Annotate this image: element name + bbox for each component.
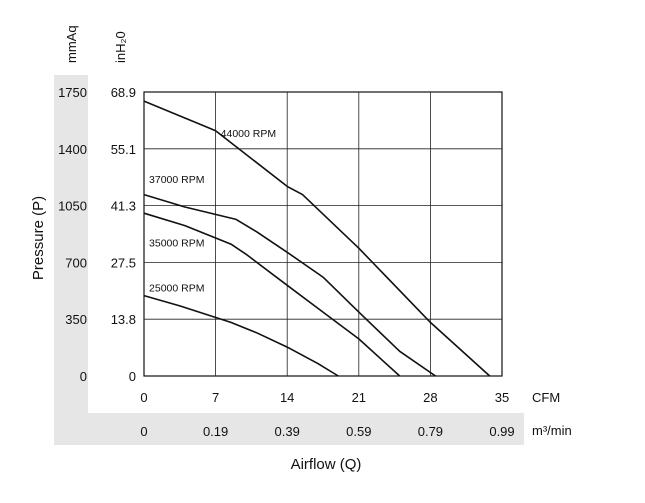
y-ticks-mmaq: 0 350 700 1050 1400 1750 <box>58 85 87 384</box>
x-unit-primary-label: CFM <box>532 390 560 405</box>
series-line-0 <box>143 100 491 377</box>
y-tick-label-mmaq: 1750 <box>58 85 87 100</box>
grid-lines <box>144 92 502 376</box>
x-tick-label-m3min: 0.19 <box>203 424 228 439</box>
y-tick-label-inh2o: 55.1 <box>111 142 136 157</box>
series-layer <box>143 100 491 377</box>
y-axis-title: Pressure (P) <box>30 196 47 280</box>
x-ticks-m3min: 0 0.19 0.39 0.59 0.79 0.99 <box>140 424 514 439</box>
series-line-3 <box>143 294 339 377</box>
y-ticks-inh2o: 0 13.8 27.5 41.3 55.1 68.9 <box>111 85 136 384</box>
x-tick-label-m3min: 0.79 <box>418 424 443 439</box>
y-tick-label-inh2o: 13.8 <box>111 312 136 327</box>
plot-area <box>143 91 503 377</box>
series-label-0: 44000 RPM <box>221 128 276 140</box>
y-tick-label-mmaq: 700 <box>65 255 87 270</box>
series-line-2 <box>143 212 401 377</box>
x-axis-title: Airflow (Q) <box>291 456 362 473</box>
series-label-3: 25000 RPM <box>149 283 204 295</box>
x-tick-label-m3min: 0.99 <box>489 424 514 439</box>
x-tick-label-cfm: 35 <box>495 390 509 405</box>
series-label-2: 35000 RPM <box>149 238 204 250</box>
x-tick-label-cfm: 21 <box>352 390 366 405</box>
y-tick-label-inh2o: 0 <box>129 369 136 384</box>
x-tick-label-cfm: 7 <box>212 390 219 405</box>
y-tick-label-mmaq: 350 <box>65 312 87 327</box>
series-labels: 44000 RPM 37000 RPM 35000 RPM 25000 RPM <box>149 128 276 295</box>
left-unit-band <box>54 75 88 415</box>
y-unit-right-label: inH₂0 <box>113 31 128 63</box>
bottom-unit-band <box>54 413 524 445</box>
y-tick-label-inh2o: 41.3 <box>111 199 136 214</box>
x-tick-label-cfm: 28 <box>423 390 437 405</box>
y-tick-label-inh2o: 27.5 <box>111 255 136 270</box>
x-tick-label-m3min: 0.39 <box>275 424 300 439</box>
x-tick-label-m3min: 0.59 <box>346 424 371 439</box>
y-tick-label-mmaq: 1050 <box>58 199 87 214</box>
x-tick-label-cfm: 0 <box>140 390 147 405</box>
x-tick-label-cfm: 14 <box>280 390 294 405</box>
y-unit-left-label: mmAq <box>64 25 79 63</box>
y-tick-label-inh2o: 68.9 <box>111 85 136 100</box>
y-tick-label-mmaq: 0 <box>80 369 87 384</box>
x-unit-secondary-label: m³/min <box>532 423 572 438</box>
y-tick-label-mmaq: 1400 <box>58 142 87 157</box>
x-ticks-cfm: 0 7 14 21 28 35 <box>140 390 509 405</box>
series-line-1 <box>143 193 436 377</box>
series-label-1: 37000 RPM <box>149 174 204 186</box>
x-tick-label-m3min: 0 <box>140 424 147 439</box>
